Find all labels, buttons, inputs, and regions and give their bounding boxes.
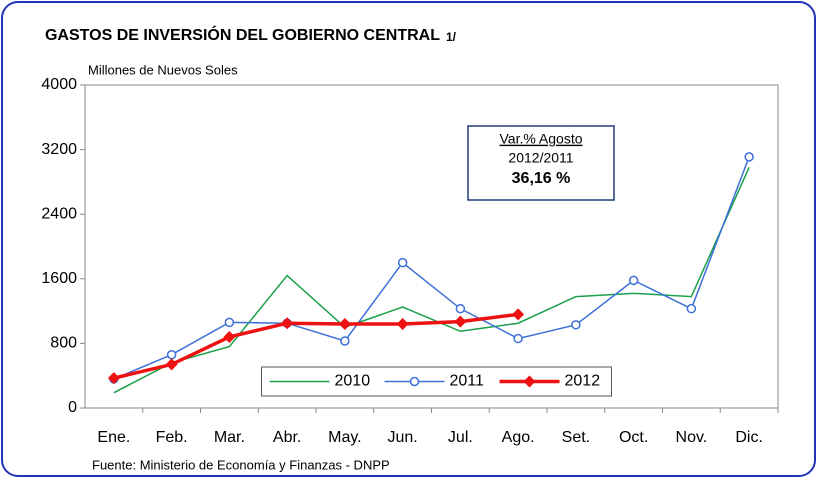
y-tick-label: 800 <box>50 335 77 352</box>
source-note: Fuente: Ministerio de Economía y Finanza… <box>92 457 390 472</box>
x-tick-label: Mar. <box>214 429 245 446</box>
point <box>396 318 409 331</box>
series-line <box>113 156 750 380</box>
point <box>512 308 525 321</box>
point <box>397 257 408 268</box>
x-tick-label: Dic. <box>735 429 763 446</box>
legend-marker <box>409 376 420 387</box>
point <box>571 320 581 330</box>
annotation-period: 2012/2011 <box>508 150 573 166</box>
point <box>166 349 177 360</box>
point <box>281 317 294 330</box>
annotation-box <box>467 125 615 201</box>
title-note: 1/ <box>446 30 457 44</box>
legend-label: 2010 <box>335 373 371 390</box>
y-tick-label: 2400 <box>41 205 77 222</box>
y-tick-label: 1600 <box>41 270 77 287</box>
point <box>340 336 350 346</box>
x-tick-label: Jun. <box>388 429 418 446</box>
annotation-value: 36,16 % <box>512 170 571 187</box>
point <box>338 318 351 331</box>
legend-label: 2012 <box>565 373 601 390</box>
x-tick-label: Oct. <box>619 429 648 446</box>
legend-label: 2011 <box>450 373 485 390</box>
series-line <box>113 312 519 380</box>
x-tick-label: Ene. <box>97 429 130 446</box>
y-axis-label: Millones de Nuevos Soles <box>88 62 238 77</box>
chart-title: GASTOS DE INVERSIÓN DEL GOBIERNO CENTRAL <box>45 25 440 44</box>
point <box>454 315 467 328</box>
point <box>223 330 236 343</box>
point <box>165 358 178 371</box>
x-tick-label: Ago. <box>502 429 535 446</box>
x-tick-label: Abr. <box>273 429 301 446</box>
point <box>628 275 639 286</box>
x-tick-label: May. <box>328 429 361 446</box>
x-tick-label: Jul. <box>448 429 473 446</box>
point <box>107 372 120 385</box>
point <box>513 333 523 344</box>
y-tick-label: 3200 <box>41 141 77 158</box>
legend-marker <box>523 375 536 388</box>
point <box>224 317 235 328</box>
y-tick-label: 0 <box>68 399 77 416</box>
legend: 2010 2011 2012 <box>261 366 612 397</box>
point <box>455 303 466 314</box>
y-tick-label: 4000 <box>41 76 77 93</box>
annotation-heading: Var.% Agosto <box>499 131 582 147</box>
x-tick-label: Feb. <box>156 429 188 446</box>
point <box>686 303 697 314</box>
point <box>744 152 754 162</box>
series-line <box>113 167 750 394</box>
x-tick-label: Nov. <box>676 429 708 446</box>
x-tick-label: Set. <box>562 429 590 446</box>
